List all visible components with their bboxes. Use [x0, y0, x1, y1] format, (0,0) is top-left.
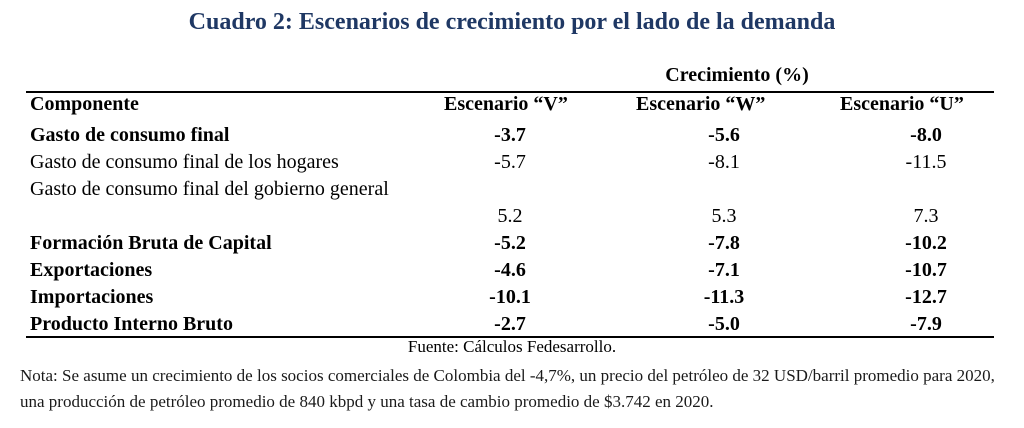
row-label: Importaciones — [30, 286, 154, 308]
table-row: Exportaciones -4.6 -7.1 -10.7 — [26, 257, 994, 284]
value-scenario-v: -5.7 — [494, 151, 526, 173]
value-scenario-w: -5.0 — [708, 313, 740, 335]
value-scenario-v: -2.7 — [494, 313, 526, 335]
value-scenario-u: 7.3 — [913, 205, 939, 227]
value-scenario-v: 5.2 — [497, 205, 523, 227]
source-line: Fuente: Cálculos Fedesarrollo. — [407, 337, 617, 356]
growth-group-header: Crecimiento (%) — [665, 64, 809, 86]
column-header-component: Componente — [30, 93, 139, 115]
value-scenario-w: -8.1 — [708, 151, 740, 173]
value-scenario-v: -4.6 — [494, 259, 526, 281]
table-row: Importaciones -10.1 -11.3 -12.7 — [26, 284, 994, 311]
value-scenario-u: -7.9 — [910, 313, 942, 335]
value-scenario-w: 5.3 — [711, 205, 737, 227]
row-label: Formación Bruta de Capital — [30, 232, 272, 254]
row-label: Producto Interno Bruto — [30, 313, 233, 335]
footnote: Nota: Se asume un crecimiento de los soc… — [20, 366, 995, 411]
value-scenario-u: -8.0 — [910, 124, 942, 146]
column-header-scenario-v: Escenario “V” — [444, 93, 568, 115]
table-row: Gasto de consumo final -3.7 -5.6 -8.0 — [26, 122, 994, 149]
value-scenario-u: -12.7 — [905, 286, 947, 308]
value-scenario-u: -10.2 — [905, 232, 947, 254]
value-scenario-v: -3.7 — [494, 124, 526, 146]
value-scenario-w: -7.8 — [708, 232, 740, 254]
row-label: Gasto de consumo final — [30, 124, 230, 146]
row-label: Exportaciones — [30, 259, 153, 281]
value-scenario-w: -7.1 — [708, 259, 740, 281]
column-header-scenario-w: Escenario “W” — [636, 93, 766, 115]
column-header-scenario-u: Escenario “U” — [840, 93, 964, 115]
value-scenario-v: -10.1 — [489, 286, 531, 308]
table-title: Cuadro 2: Escenarios de crecimiento por … — [188, 9, 836, 35]
value-scenario-u: -11.5 — [905, 151, 947, 173]
row-label: Gasto de consumo final de los hogares — [30, 151, 339, 173]
value-scenario-w: -11.3 — [703, 286, 745, 308]
value-scenario-u: -10.7 — [905, 259, 947, 281]
table-row: Formación Bruta de Capital -5.2 -7.8 -10… — [26, 230, 994, 257]
table-bottom-rule — [26, 336, 994, 338]
table-body: Gasto de consumo final -3.7 -5.6 -8.0 Ga… — [26, 122, 994, 338]
row-label: Gasto de consumo final del gobierno gene… — [30, 178, 389, 200]
header-top-rule — [26, 91, 994, 93]
value-scenario-v: -5.2 — [494, 232, 526, 254]
table-row: Gasto de consumo final del gobierno gene… — [26, 176, 994, 230]
value-scenario-w: -5.6 — [708, 124, 740, 146]
table-row: Gasto de consumo final de los hogares -5… — [26, 149, 994, 176]
table-row: Producto Interno Bruto -2.7 -5.0 -7.9 — [26, 311, 994, 338]
